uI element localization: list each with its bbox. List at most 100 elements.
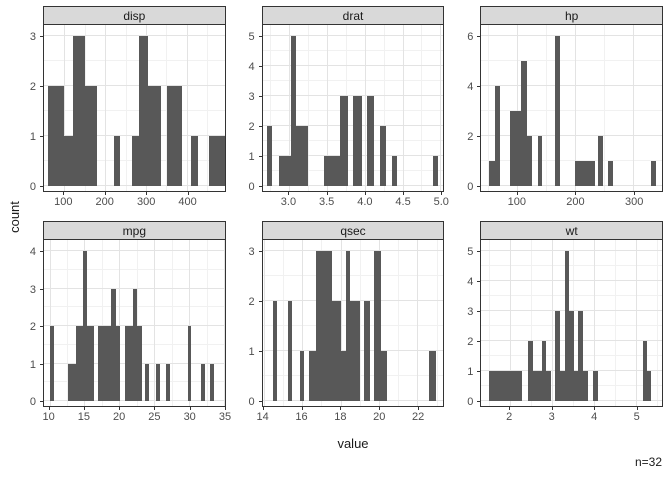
- x-tick-mark: [154, 407, 156, 410]
- gridline-y-minor: [262, 275, 444, 276]
- facet-body: 0 1 2 3 4 5: [454, 239, 664, 408]
- x-tick-label: 200: [95, 196, 114, 208]
- gridline-y-major: [262, 35, 444, 36]
- gridline-y-major: [44, 135, 225, 136]
- x-tick-label: 14: [256, 411, 269, 423]
- facet-body: 0 2 4 6: [454, 24, 664, 193]
- facet-wt: wt 0 1 2 3 4 5 2 3 4 5: [454, 221, 664, 424]
- x-axis: 14 16 18 20 22: [257, 407, 445, 424]
- gridline-x-minor: [383, 25, 385, 191]
- gridline-x-minor: [488, 240, 490, 406]
- gridline-y-minor: [44, 60, 225, 61]
- histogram-bar: [279, 156, 292, 186]
- histogram-bar: [132, 288, 137, 401]
- x-tick-mark: [634, 192, 636, 195]
- y-axis: 0 1 2 3: [17, 25, 43, 193]
- histogram-bar: [607, 161, 614, 186]
- gridline-x-major: [189, 240, 191, 406]
- y-tick-label: 2: [248, 121, 255, 133]
- gridline-x-minor: [206, 240, 208, 406]
- x-tick-mark: [301, 407, 303, 410]
- gridline-x-major: [105, 25, 107, 191]
- histogram-bar: [83, 251, 87, 401]
- histogram-bar: [68, 363, 76, 401]
- gridline-x-major: [326, 25, 328, 191]
- x-tick-label: 200: [566, 196, 585, 208]
- y-tick-label: 0: [29, 396, 36, 408]
- facet-drat: drat 0 1 2 3 4 5 3.0 3.5 4.0 4.5 5.0: [236, 6, 449, 209]
- histogram-bar: [538, 136, 543, 186]
- gridline-x-major: [633, 25, 635, 191]
- y-axis: 0 2 4 6: [454, 25, 481, 193]
- gridline-x-major: [593, 240, 595, 406]
- histogram-bar: [593, 371, 598, 401]
- gridline-x-major: [49, 240, 51, 406]
- histogram-bar: [532, 371, 542, 401]
- y-tick-mark: [477, 86, 481, 87]
- x-tick-label: 20: [373, 411, 386, 423]
- histogram-bar: [136, 326, 142, 401]
- gridline-x-major: [509, 240, 511, 406]
- y-axis: 0 1 2 3 4 5: [454, 240, 481, 408]
- histogram-bar: [373, 251, 382, 401]
- gridline-x-major: [364, 25, 366, 191]
- histogram-bar: [86, 326, 95, 401]
- y-tick-mark: [477, 371, 481, 372]
- y-tick-mark: [40, 136, 43, 137]
- gridline-y-major: [481, 35, 663, 36]
- x-axis: 3.0 3.5 4.0 4.5 5.0: [262, 192, 449, 209]
- y-tick-mark: [258, 66, 262, 67]
- plot-panel: [261, 239, 445, 407]
- histogram-bar: [379, 126, 386, 186]
- gridline-x-major: [551, 240, 553, 406]
- x-tick-label: 100: [507, 196, 527, 208]
- gridline-x-minor: [282, 240, 284, 406]
- gridline-x-major: [186, 25, 188, 191]
- y-tick-label: 1: [248, 346, 255, 358]
- histogram-bar: [166, 86, 183, 186]
- histogram-bar: [85, 86, 98, 186]
- histogram-bar: [315, 251, 333, 401]
- x-tick-mark: [63, 192, 65, 195]
- gridline-x-major: [635, 240, 637, 406]
- gridline-x-minor: [488, 25, 490, 191]
- y-tick-label: 2: [29, 81, 36, 93]
- gridline-x-minor: [125, 25, 127, 191]
- histogram-bar: [48, 86, 65, 186]
- y-tick-label: 6: [467, 31, 474, 43]
- x-tick-label: 4.5: [395, 196, 411, 208]
- x-tick-label: 18: [334, 411, 347, 423]
- gridline-x-major: [417, 240, 419, 406]
- facet-title: disp: [123, 8, 146, 23]
- x-tick-label: 4.0: [357, 196, 373, 208]
- x-tick-label: 4: [591, 411, 598, 423]
- histogram-bar: [308, 351, 316, 401]
- gridline-x-minor: [136, 240, 138, 406]
- x-tick-label: 5.0: [433, 196, 449, 208]
- y-tick-label: 5: [248, 31, 255, 43]
- x-tick-mark: [146, 192, 148, 195]
- y-tick-mark: [258, 186, 262, 187]
- y-axis: 0 1 2 3 4: [17, 240, 43, 408]
- gridline-x-minor: [171, 240, 173, 406]
- gridline-x-minor: [604, 25, 606, 191]
- gridline-x-minor: [101, 240, 103, 406]
- histogram-bar: [341, 351, 346, 401]
- x-axis: 2 3 4 5: [480, 407, 663, 424]
- y-tick-mark: [477, 341, 481, 342]
- facet-title: mpg: [122, 223, 146, 238]
- y-tick-label: 3: [248, 246, 255, 258]
- x-tick-mark: [509, 407, 511, 410]
- gridline-x-major: [64, 25, 66, 191]
- histogram-bar: [646, 371, 652, 401]
- x-tick-mark: [403, 192, 405, 195]
- facet-body: 0 1 2 3: [17, 24, 226, 193]
- gridline-x-minor: [308, 25, 310, 191]
- y-tick-label: 4: [467, 81, 474, 93]
- y-tick-mark: [40, 401, 43, 402]
- y-tick-label: 1: [29, 358, 36, 371]
- plot-panel: [43, 24, 226, 192]
- gridline-y-minor: [481, 160, 663, 161]
- x-tick-mark: [551, 407, 553, 410]
